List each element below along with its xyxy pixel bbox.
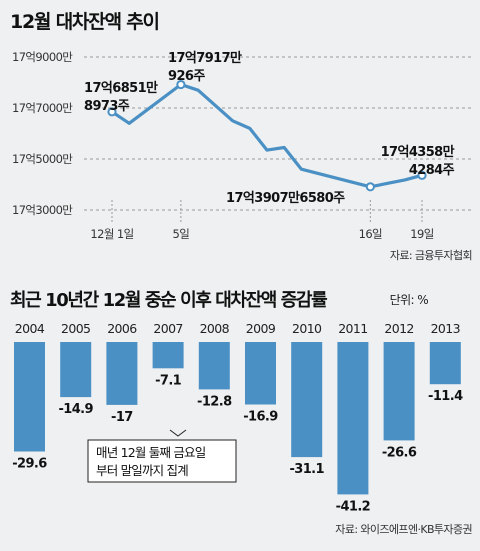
bar-chart-bar (198, 342, 230, 390)
line-chart-y-tick-label: 17억9000만 (12, 50, 73, 64)
bar-chart-category-label: 2011 (338, 321, 367, 336)
line-chart-series-line (110, 82, 424, 189)
note-pointer (169, 429, 187, 437)
bar-chart-value-label: -12.8 (197, 394, 232, 409)
bar-chart-category-label: 2004 (15, 321, 45, 336)
line-chart-y-tick-label: 17억7000만 (12, 101, 73, 115)
bar-chart-bar (291, 342, 323, 458)
line-chart-point (417, 170, 427, 180)
line-chart-gridlines (84, 56, 472, 211)
line-chart-source: 자료: 금융투자협회 (390, 249, 472, 262)
bar-chart-bar (106, 342, 138, 405)
line-chart-annotation-line2: 4284주 (409, 163, 455, 178)
line-chart-annotation-line1: 17억6851만 (84, 80, 158, 96)
line-chart-x-tick-label: 19일 (410, 227, 433, 241)
bar-chart-value-label: -17 (111, 410, 133, 425)
bar-chart-note: 매년 12월 둘째 금요일 부터 말일까지 집계 (87, 429, 237, 483)
bar-chart-bar (429, 342, 461, 385)
bar-chart-bar (60, 342, 92, 398)
bar-chart-value-label: -31.1 (289, 462, 324, 477)
bar-chart-title: 최근 10년간 12월 중순 이후 대차잔액 증감률 (10, 290, 327, 311)
bar-chart-category-label: 2013 (431, 321, 460, 336)
bar-chart-category-label: 2006 (107, 321, 137, 336)
line-chart-point (176, 79, 186, 90)
line-chart-y-tick-label: 17억3000만 (12, 203, 73, 217)
line-chart-annotation-line1: 17억4358만 (381, 144, 455, 160)
bar-chart-value-label: -14.9 (58, 402, 93, 417)
line-chart-x-tick-label: 12월 1일 (90, 227, 133, 241)
line-chart-x-tick-label: 16일 (359, 227, 382, 241)
line-chart-x-ticks: 12월 1일 5일 16일 19일 (90, 200, 434, 241)
bar-chart-unit: 단위: % (390, 293, 429, 307)
bar-chart-bar (14, 342, 45, 452)
note-box (87, 439, 237, 483)
bar-chart-bar (383, 342, 415, 441)
line-chart-y-ticks: 17억3000만 17억5000만 17억7000만 17억9000만 (12, 50, 74, 217)
line-chart-annotation-line2: 926주 (168, 69, 205, 84)
bar-chart-category-label: 2008 (200, 321, 230, 336)
bar-chart-bar (337, 342, 369, 495)
bar-chart-bar (152, 342, 184, 369)
line-chart-series (107, 79, 427, 192)
bar-chart-bars: 2004 -29.6 2005 -14.9 2006 -17 2007 -7.1 2008 -12… (12, 321, 463, 514)
bar-chart-category-label: 2007 (153, 321, 182, 336)
line-chart-title: 12월 대차잔액 추이 (10, 11, 159, 33)
bar-chart-value-label: -7.1 (155, 373, 182, 388)
line-chart-annotations: 17억6851만 8973주 17억7917만 926주 17억3907만6580주 17… (84, 50, 455, 206)
line-chart-annotation-line1: 17억7917만 (168, 50, 242, 66)
line-chart-point (365, 182, 375, 192)
line-chart-point (107, 107, 117, 117)
bar-chart-category-label: 2009 (246, 321, 276, 336)
bar-chart-category-label: 2010 (292, 321, 322, 336)
bar-chart-value-label: -29.6 (12, 457, 47, 472)
line-chart-x-tick-label: 5일 (173, 227, 190, 241)
line-chart-y-tick-label: 17억5000만 (12, 152, 73, 166)
bar-chart-bar (245, 342, 276, 405)
bar-chart-value-label: -41.2 (336, 499, 370, 514)
note-line-2: 부터 말일까지 집계 (96, 463, 188, 478)
bar-chart-value-label: -26.6 (382, 445, 417, 460)
bar-chart-value-label: -16.9 (243, 410, 278, 425)
line-chart-annotation-line1: 17억3907만6580주 (226, 190, 345, 206)
line-chart-annotation-line2: 8973주 (84, 99, 130, 114)
bar-chart-category-label: 2012 (384, 321, 413, 336)
note-line-1: 매년 12월 둘째 금요일 (96, 445, 206, 460)
bar-chart-category-label: 2005 (61, 321, 90, 336)
bar-chart-value-label: -11.4 (428, 389, 463, 404)
bar-chart-source: 자료: 와이즈에프엔·KB투자증권 (335, 523, 472, 536)
